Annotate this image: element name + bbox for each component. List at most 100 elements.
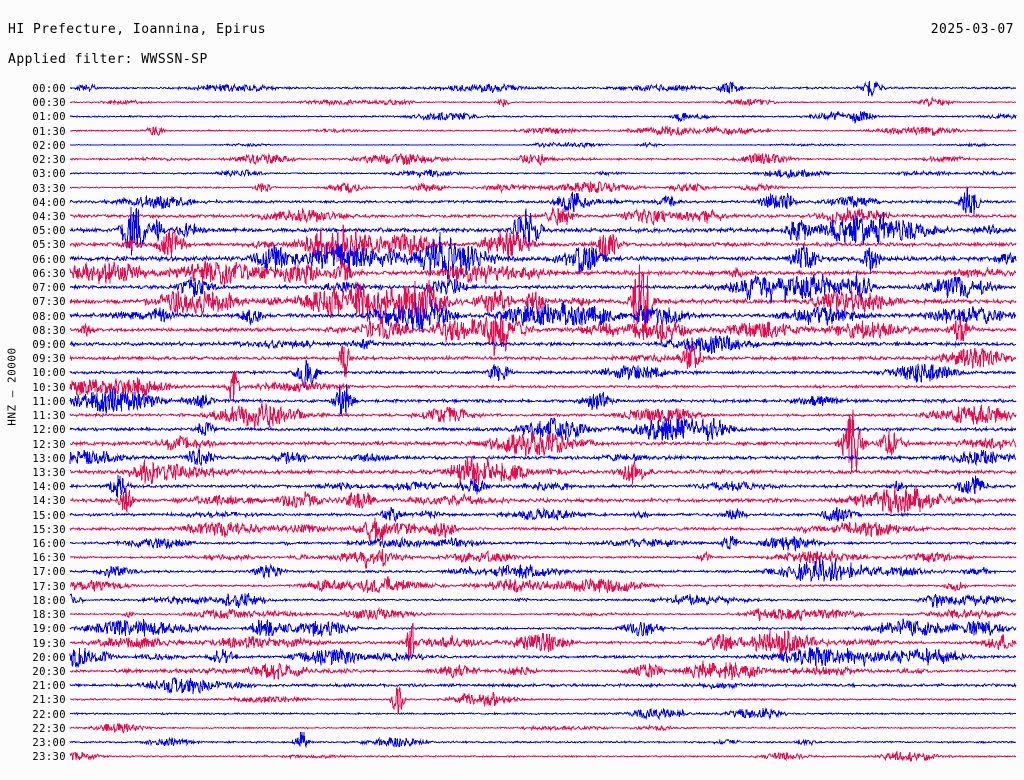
- seismic-trace-row: [69, 575, 1017, 593]
- helicorder-plot: [69, 72, 1017, 772]
- seismic-trace-row: [69, 370, 1017, 403]
- seismic-trace-row: [69, 169, 1017, 180]
- seismic-trace-row: [69, 95, 1017, 108]
- time-tick-label: 04:30: [32, 210, 66, 223]
- time-tick-label: 16:30: [32, 552, 66, 565]
- seismic-trace-row: [69, 272, 1017, 303]
- time-tick-label: 05:30: [32, 239, 66, 252]
- time-tick-label: 20:00: [32, 651, 66, 664]
- time-tick-label: 10:30: [32, 381, 66, 394]
- time-tick-label: 23:00: [32, 737, 66, 750]
- seismic-trace-row: [69, 622, 1017, 659]
- time-tick-label: 19:30: [32, 637, 66, 650]
- time-tick-label: 20:30: [32, 666, 66, 679]
- time-tick-label: 13:00: [32, 452, 66, 465]
- time-tick-label: 16:00: [32, 538, 66, 551]
- time-tick-label: 02:30: [32, 154, 66, 167]
- time-tick-label: 01:00: [32, 111, 66, 124]
- seismic-trace-row: [69, 507, 1017, 523]
- time-tick-label: 21:30: [32, 694, 66, 707]
- seismic-trace-row: [69, 384, 1017, 417]
- seismic-trace-row: [69, 677, 1017, 695]
- station-title: HI Prefecture, Ioannina, Epirus: [8, 22, 267, 37]
- time-tick-label: 06:00: [32, 253, 66, 266]
- seismic-trace-row: [69, 260, 1017, 286]
- time-tick-label: 12:00: [32, 424, 66, 437]
- seismic-trace-row: [69, 486, 1017, 515]
- seismic-trace-row: [69, 647, 1017, 668]
- time-tick-label: 12:30: [32, 438, 66, 451]
- seismic-trace-row: [69, 264, 1017, 326]
- time-tick-label: 22:30: [32, 722, 66, 735]
- time-tick-label: 15:30: [32, 523, 66, 536]
- time-tick-label: 00:00: [32, 83, 66, 95]
- seismic-trace-row: [69, 607, 1017, 622]
- time-tick-label: 09:00: [32, 338, 66, 351]
- seismic-trace-row: [69, 731, 1017, 748]
- seismic-trace-row: [69, 359, 1017, 389]
- time-tick-label: 03:00: [32, 168, 66, 181]
- seismic-trace-row: [69, 416, 1017, 442]
- seismic-trace-row: [69, 110, 1017, 124]
- time-tick-label: 05:00: [32, 225, 66, 238]
- seismic-trace-row: [69, 618, 1017, 637]
- time-tick-label: 00:30: [32, 97, 66, 110]
- seismic-trace-row: [69, 685, 1017, 714]
- seismic-trace-row: [69, 722, 1017, 734]
- time-tick-label: 02:00: [32, 139, 66, 152]
- seismic-trace-row: [69, 231, 1017, 284]
- seismic-trace-row: [69, 517, 1017, 542]
- time-tick-label: 06:30: [32, 267, 66, 280]
- time-tick-label: 04:00: [32, 196, 66, 209]
- time-tick-label: 23:30: [32, 751, 66, 764]
- seismic-trace-row: [69, 80, 1017, 97]
- time-tick-label: 18:30: [32, 609, 66, 622]
- seismic-trace-row: [69, 187, 1017, 215]
- time-tick-label: 11:00: [32, 395, 66, 408]
- date-label: 2025-03-07: [930, 22, 1014, 37]
- seismic-trace-row: [69, 299, 1017, 333]
- seismic-trace-row: [69, 448, 1017, 467]
- time-tick-label: 13:30: [32, 466, 66, 479]
- seismic-trace-row: [69, 206, 1017, 256]
- seismic-trace-row: [69, 706, 1017, 721]
- time-tick-label: 08:30: [32, 324, 66, 337]
- seismic-trace-row: [69, 316, 1017, 357]
- time-tick-label: 14:30: [32, 495, 66, 508]
- time-tick-label: 03:30: [32, 182, 66, 195]
- seismic-trace-row: [69, 456, 1017, 485]
- seismic-trace-row: [69, 224, 1017, 268]
- seismic-trace-row: [69, 557, 1017, 582]
- seismic-trace-row: [69, 409, 1017, 473]
- applied-filter-label: Applied filter: WWSSN-SP: [8, 52, 208, 67]
- time-tick-label: 09:30: [32, 353, 66, 366]
- time-tick-label: 21:00: [32, 680, 66, 693]
- time-tick-label: 19:00: [32, 623, 66, 636]
- seismic-trace-row: [69, 152, 1017, 166]
- seismic-trace-row: [69, 535, 1017, 552]
- seismic-trace-row: [69, 548, 1017, 569]
- seismic-trace-row: [69, 660, 1017, 680]
- seismic-trace-row: [69, 750, 1017, 762]
- time-tick-label: 17:30: [32, 580, 66, 593]
- time-tick-label: 01:30: [32, 125, 66, 138]
- time-tick-label: 14:00: [32, 481, 66, 494]
- seismic-trace-row: [69, 401, 1017, 429]
- seismic-trace-row: [69, 335, 1017, 355]
- seismic-trace-row: [69, 593, 1017, 609]
- seismic-trace-row: [70, 181, 1017, 194]
- time-tick-label: 07:00: [32, 282, 66, 295]
- time-tick-label: 17:00: [32, 566, 66, 579]
- seismic-trace-row: [69, 125, 1017, 137]
- time-tick-label: 11:30: [32, 410, 66, 423]
- time-tick-label: 08:00: [32, 310, 66, 323]
- seismic-trace-row: [69, 206, 1017, 227]
- helicorder-traces: [69, 80, 1017, 762]
- time-tick-label: 18:00: [32, 594, 66, 607]
- time-tick-label: 15:00: [32, 509, 66, 522]
- seismic-trace-row: [69, 344, 1017, 378]
- seismic-trace-row: [70, 141, 1017, 149]
- time-axis: 00:00 00:30 01:00 01:30 02:00 02:30 03:00 03:30…: [0, 78, 70, 768]
- seismic-trace-row: [69, 474, 1017, 498]
- time-tick-label: 07:30: [32, 296, 66, 309]
